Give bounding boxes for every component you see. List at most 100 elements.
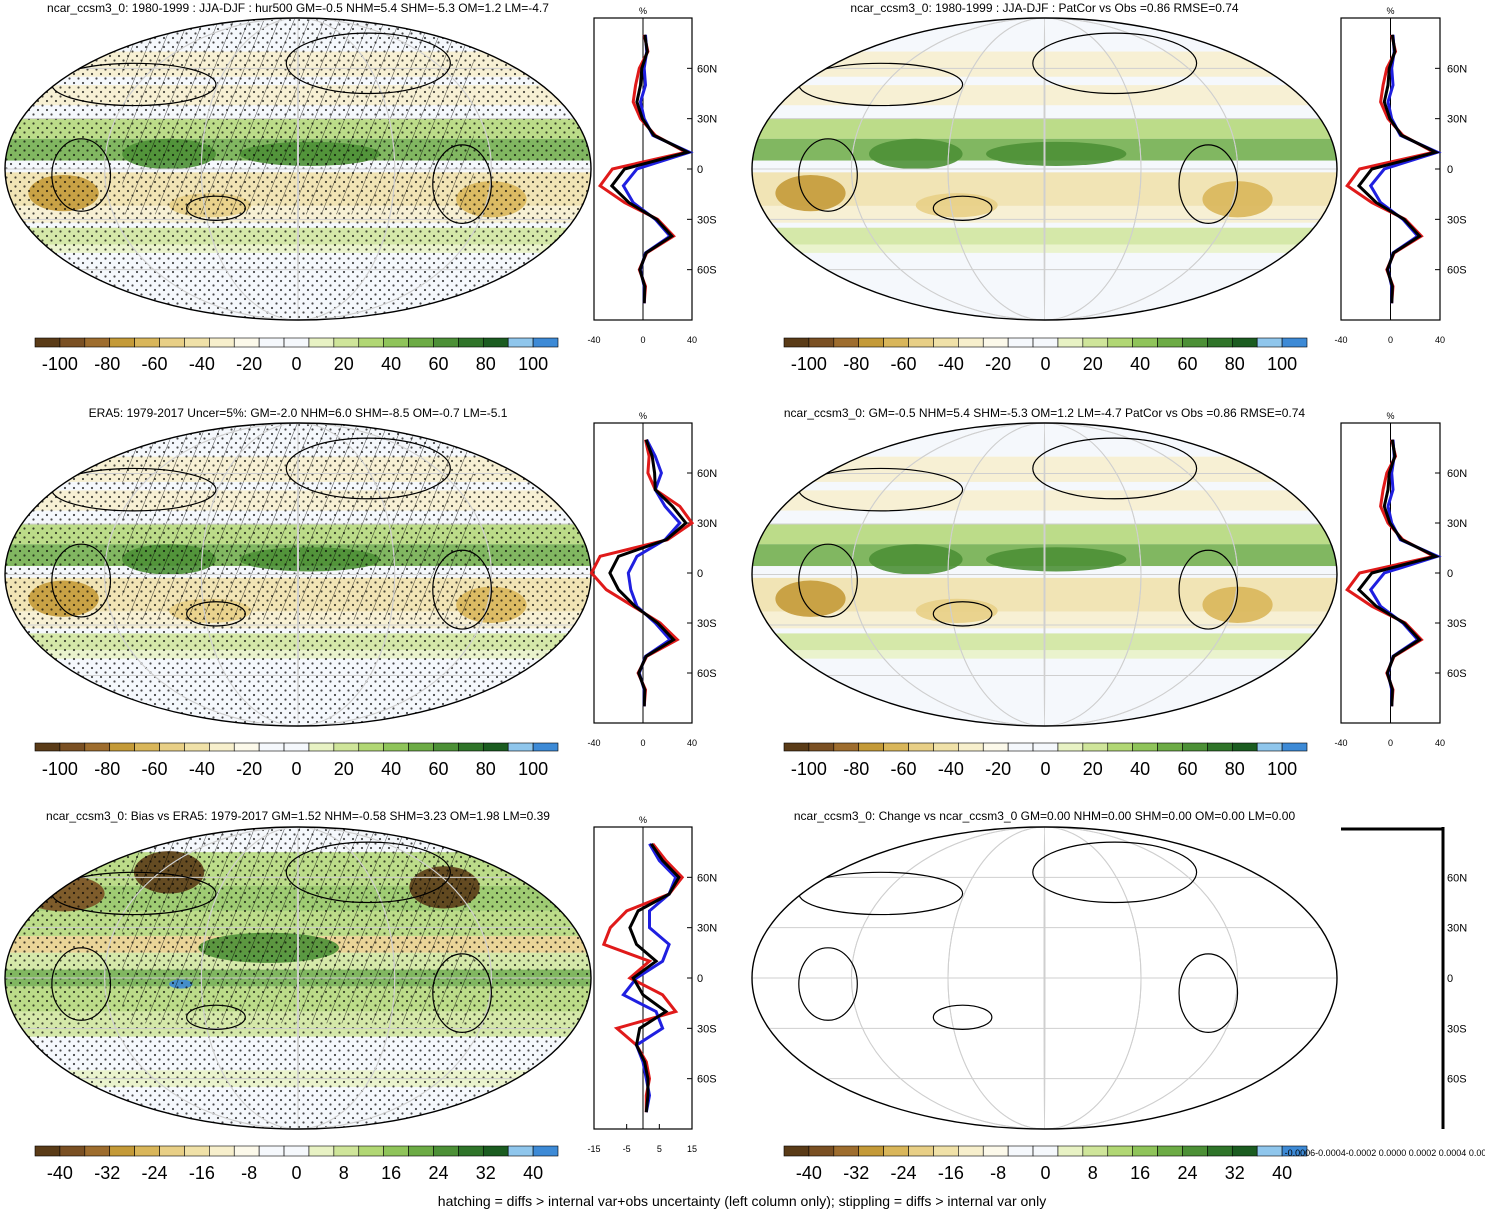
colorbar-swatch <box>833 1145 860 1157</box>
colorbar-swatch <box>1281 337 1308 348</box>
colorbar-label: -32 <box>843 1163 869 1183</box>
colorbar-swatch <box>233 1145 260 1157</box>
zonal-profile: % 60N 30N 0 30S 60S -15 -5 5 15 <box>587 815 717 1154</box>
colorbar-label: 16 <box>1130 1163 1150 1183</box>
colorbar-swatch <box>958 1145 984 1157</box>
lat-tick-label: 0 <box>1447 164 1453 176</box>
colorbar-label: 40 <box>523 1163 543 1183</box>
colorbar-swatch <box>933 1145 959 1157</box>
panel-bottom-left: ncar_ccsm3_0: Bias vs ERA5: 1979-2017 GM… <box>4 809 717 1183</box>
colorbar-swatch <box>209 742 235 752</box>
colorbar-label: 32 <box>476 1163 496 1183</box>
profile-x-tick: 40 <box>687 738 697 748</box>
colorbar-swatch <box>333 1145 360 1157</box>
colorbar-swatch <box>858 337 884 348</box>
profile-x-tick: -40 <box>1334 738 1347 748</box>
colorbar-label: -16 <box>938 1163 964 1183</box>
colorbar-swatch <box>383 1145 409 1157</box>
profile-x-tick-labels: -0.0006-0.0004-0.0002 0.0000 0.0002 0.00… <box>1285 1148 1485 1158</box>
colorbar: -40 -32 -24 -16 -8 0 8 16 24 32 40 <box>34 1145 559 1183</box>
lat-tick-label: 60N <box>697 63 717 75</box>
lat-tick-label: 30S <box>1447 1023 1467 1035</box>
colorbar-swatch <box>1281 1145 1308 1157</box>
colorbar-label: -20 <box>985 759 1011 779</box>
colorbar: -100 -80 -60 -40 -20 0 20 40 60 80 100 <box>34 742 559 779</box>
profile-line-mean <box>628 842 681 1113</box>
profile-line-mean <box>609 34 692 304</box>
colorbar-swatch <box>1281 742 1308 752</box>
panel-title: ncar_ccsm3_0: 1980-1999 : JJA-DJF : PatC… <box>850 1 1239 15</box>
panel-middle-right: ncar_ccsm3_0: GM=-0.5 NHM=5.4 SHM=-5.3 O… <box>751 406 1467 779</box>
colorbar-swatch <box>808 1145 835 1157</box>
profile-x-tick: 40 <box>1435 335 1445 345</box>
lat-tick-label: 30N <box>697 923 717 935</box>
colorbar-label: 60 <box>428 354 448 374</box>
profile-x-tick: 0 <box>640 335 645 345</box>
colorbar-swatch <box>1231 337 1258 348</box>
colorbar-swatch <box>808 337 835 348</box>
colorbar-swatch <box>258 1145 285 1157</box>
colorbar-swatch <box>258 742 285 752</box>
colorbar-label: -8 <box>990 1163 1006 1183</box>
colorbar: -100 -80 -60 -40 -20 0 20 40 60 80 100 <box>34 337 559 374</box>
colorbar-label: 20 <box>1083 759 1103 779</box>
colorbar-swatch <box>59 1145 86 1157</box>
profile-line-mean <box>1356 34 1440 304</box>
colorbar-swatch <box>59 742 86 752</box>
profile-x-tick: 15 <box>687 1144 697 1154</box>
colorbar-label: 80 <box>1225 354 1245 374</box>
colorbar-swatch <box>184 742 210 752</box>
profile-x-tick: 0 <box>640 738 645 748</box>
colorbar-label: 40 <box>1272 1163 1292 1183</box>
profile-line <box>1368 439 1442 707</box>
colorbar-swatch <box>34 742 61 752</box>
colorbar-swatch <box>408 742 434 752</box>
colorbar-label: -80 <box>94 354 120 374</box>
colorbar-swatch <box>84 1145 111 1157</box>
colorbar-swatch <box>532 1145 559 1157</box>
lat-tick-label: 60N <box>1447 468 1467 480</box>
colorbar-swatch <box>433 1145 459 1157</box>
colorbar-swatch <box>933 337 959 348</box>
colorbar-swatch <box>883 1145 909 1157</box>
colorbar-swatch <box>184 1145 210 1157</box>
colorbar-swatch <box>833 337 860 348</box>
colorbar-swatch <box>59 337 86 348</box>
colorbar-swatch <box>1256 742 1283 752</box>
map-field <box>752 827 1337 1129</box>
map-field <box>5 18 591 320</box>
colorbar-label: -40 <box>796 1163 822 1183</box>
colorbar-swatch <box>283 1145 310 1157</box>
colorbar-swatch <box>1082 742 1109 752</box>
colorbar-label: 40 <box>1130 354 1150 374</box>
colorbar-swatch <box>458 742 484 752</box>
profile-line <box>621 34 694 304</box>
lat-tick-label: 60N <box>697 468 717 480</box>
panel-title: ERA5: 1979-2017 Uncer=5%: GM=-2.0 NHM=6.… <box>89 406 508 420</box>
profile-line-mean <box>1356 439 1441 707</box>
lat-tick-label: 60S <box>697 1074 717 1086</box>
colorbar-swatch <box>109 742 135 752</box>
colorbar-swatch <box>283 742 310 752</box>
lat-tick-label: 0 <box>697 568 703 580</box>
colorbar: -40 -32 -24 -16 -8 0 8 16 24 32 40 <box>783 1145 1308 1183</box>
lat-tick-label: 0 <box>1447 568 1453 580</box>
colorbar-label: -32 <box>94 1163 120 1183</box>
colorbar-swatch <box>209 337 235 348</box>
colorbar-label: -40 <box>938 759 964 779</box>
colorbar-swatch <box>858 742 884 752</box>
colorbar-swatch <box>134 337 160 348</box>
colorbar-label: 8 <box>339 1163 349 1183</box>
lat-tick-label: 30N <box>1447 114 1467 126</box>
lat-tick-label: 60N <box>1447 63 1467 75</box>
panel-title: ncar_ccsm3_0: Change vs ncar_ccsm3_0 GM=… <box>794 809 1296 823</box>
colorbar-swatch <box>783 1145 810 1157</box>
map-border <box>4 826 592 1130</box>
colorbar-swatch <box>908 337 934 348</box>
profile-unit: % <box>1386 411 1394 421</box>
colorbar-swatch <box>908 1145 934 1157</box>
lat-tick-label: 60S <box>1447 668 1467 680</box>
colorbar-label: 20 <box>1083 354 1103 374</box>
colorbar-swatch <box>333 742 360 752</box>
